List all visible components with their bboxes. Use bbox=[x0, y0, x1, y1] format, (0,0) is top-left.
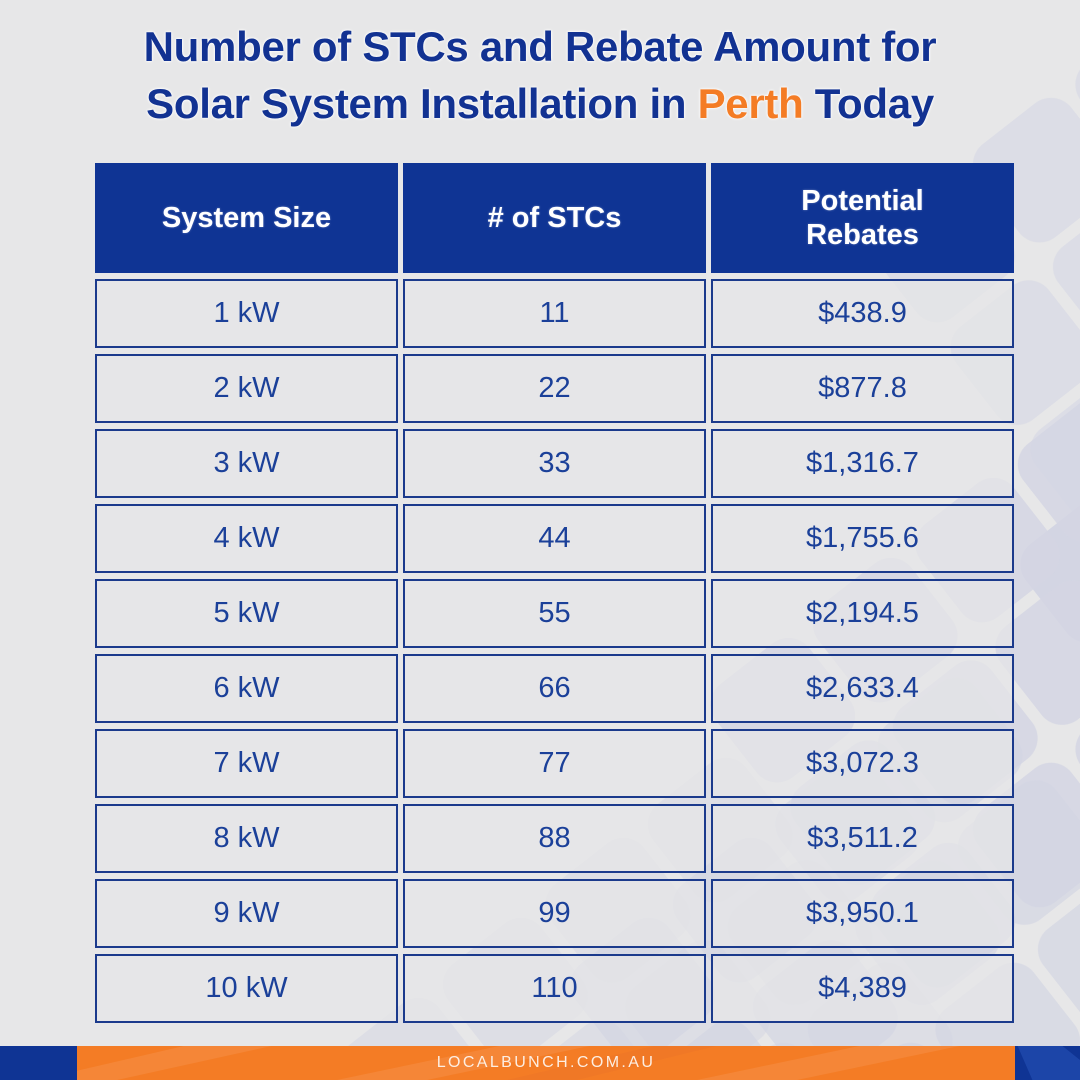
column-header-potential-rebates-line1: Potential bbox=[801, 185, 924, 217]
cell-system-size: 7 kW bbox=[95, 729, 398, 798]
cell-potential-rebate: $4,389 bbox=[711, 954, 1014, 1023]
cell-system-size: 5 kW bbox=[95, 579, 398, 648]
table-header-row: System Size # of STCs Potential Rebates bbox=[95, 163, 1015, 273]
cell-potential-rebate: $3,072.3 bbox=[711, 729, 1014, 798]
cell-num-stcs: 22 bbox=[403, 354, 706, 423]
table-row: 5 kW 55 $2,194.5 bbox=[95, 579, 1015, 648]
page-title: Number of STCs and Rebate Amount for Sol… bbox=[0, 18, 1080, 132]
cell-system-size: 2 kW bbox=[95, 354, 398, 423]
column-header-potential-rebates-line2: Rebates bbox=[806, 219, 919, 251]
footer-right-accent bbox=[1015, 1046, 1080, 1080]
cell-num-stcs: 44 bbox=[403, 504, 706, 573]
stc-rebate-table: System Size # of STCs Potential Rebates … bbox=[95, 163, 1015, 1029]
cell-num-stcs: 77 bbox=[403, 729, 706, 798]
footer-left-accent bbox=[0, 1046, 77, 1080]
table-row: 1 kW 11 $438.9 bbox=[95, 279, 1015, 348]
cell-num-stcs: 88 bbox=[403, 804, 706, 873]
cell-potential-rebate: $1,755.6 bbox=[711, 504, 1014, 573]
cell-num-stcs: 110 bbox=[403, 954, 706, 1023]
title-line-2-suffix: Today bbox=[803, 80, 934, 127]
table-row: 7 kW 77 $3,072.3 bbox=[95, 729, 1015, 798]
title-line-1: Number of STCs and Rebate Amount for bbox=[143, 23, 937, 70]
cell-potential-rebate: $877.8 bbox=[711, 354, 1014, 423]
title-line-2-prefix: Solar System Installation in bbox=[146, 80, 698, 127]
table-row: 3 kW 33 $1,316.7 bbox=[95, 429, 1015, 498]
cell-system-size: 6 kW bbox=[95, 654, 398, 723]
table-row: 4 kW 44 $1,755.6 bbox=[95, 504, 1015, 573]
cell-num-stcs: 33 bbox=[403, 429, 706, 498]
column-header-system-size: System Size bbox=[95, 163, 398, 273]
cell-potential-rebate: $2,633.4 bbox=[711, 654, 1014, 723]
column-header-potential-rebates: Potential Rebates bbox=[711, 163, 1014, 273]
cell-system-size: 9 kW bbox=[95, 879, 398, 948]
title-line-2: Solar System Installation in Perth Today bbox=[0, 75, 1080, 132]
table-row: 6 kW 66 $2,633.4 bbox=[95, 654, 1015, 723]
cell-potential-rebate: $3,511.2 bbox=[711, 804, 1014, 873]
cell-num-stcs: 11 bbox=[403, 279, 706, 348]
cell-num-stcs: 99 bbox=[403, 879, 706, 948]
cell-num-stcs: 55 bbox=[403, 579, 706, 648]
cell-system-size: 8 kW bbox=[95, 804, 398, 873]
cell-potential-rebate: $1,316.7 bbox=[711, 429, 1014, 498]
table-row: 10 kW 110 $4,389 bbox=[95, 954, 1015, 1023]
table-body: 1 kW 11 $438.9 2 kW 22 $877.8 3 kW 33 $1,316.7 4 … bbox=[95, 279, 1015, 1023]
cell-system-size: 4 kW bbox=[95, 504, 398, 573]
footer-right-swoosh bbox=[1017, 1046, 1080, 1080]
footer-bar: LOCALBUNCH.COM.AU bbox=[0, 1046, 1080, 1080]
column-header-num-stcs: # of STCs bbox=[403, 163, 706, 273]
table-row: 9 kW 99 $3,950.1 bbox=[95, 879, 1015, 948]
title-location-highlight: Perth bbox=[697, 80, 804, 127]
footer-brand-bar: LOCALBUNCH.COM.AU bbox=[77, 1046, 1015, 1080]
cell-system-size: 1 kW bbox=[95, 279, 398, 348]
cell-system-size: 10 kW bbox=[95, 954, 398, 1023]
table-row: 8 kW 88 $3,511.2 bbox=[95, 804, 1015, 873]
table-row: 2 kW 22 $877.8 bbox=[95, 354, 1015, 423]
cell-potential-rebate: $2,194.5 bbox=[711, 579, 1014, 648]
cell-system-size: 3 kW bbox=[95, 429, 398, 498]
footer-website-url[interactable]: LOCALBUNCH.COM.AU bbox=[436, 1054, 656, 1071]
cell-num-stcs: 66 bbox=[403, 654, 706, 723]
cell-potential-rebate: $438.9 bbox=[711, 279, 1014, 348]
cell-potential-rebate: $3,950.1 bbox=[711, 879, 1014, 948]
